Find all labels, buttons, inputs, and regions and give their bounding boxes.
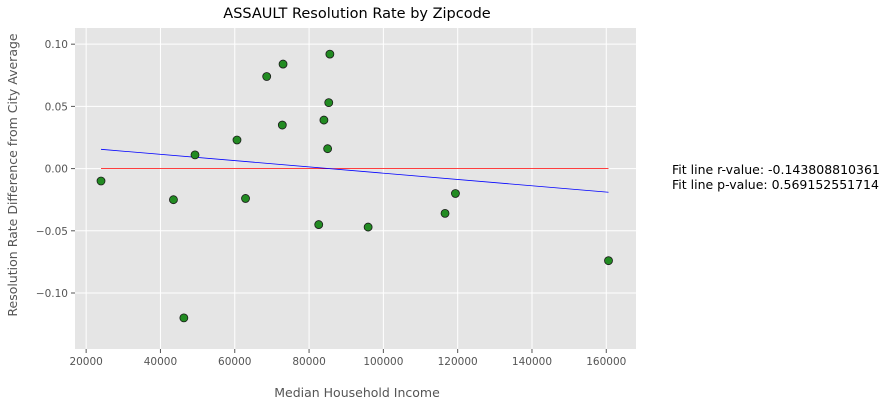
x-tick-label: 60000 [218,356,251,368]
fit-statistics: Fit line r-value: -0.143808810361 Fit li… [672,162,880,192]
scatter-point [363,222,373,232]
x-axis-label: Median Household Income [274,385,440,400]
data-points [96,49,613,323]
y-axis-label: Resolution Rate Difference from City Ave… [5,33,20,317]
x-tick-label: 140000 [512,356,552,368]
scatter-point [440,208,450,218]
x-tick-label: 160000 [586,356,626,368]
x-tick-label: 120000 [438,356,478,368]
y-tick-label: 0.05 [45,101,68,113]
scatter-point [241,194,250,203]
scatter-point [278,59,288,69]
scatter-point [324,98,334,108]
reference-lines [100,148,609,193]
scatter-point [451,189,460,198]
scatter-point [179,313,189,323]
x-tick-label: 80000 [292,356,325,368]
r-value-text: Fit line r-value: -0.143808810361 [672,162,880,177]
scatter-point [314,220,324,229]
y-tick-label: −0.10 [36,288,68,300]
x-tick-label: 40000 [144,356,177,368]
scatter-point [262,72,272,81]
y-tick-label: 0.00 [45,164,68,176]
chart-title: ASSAULT Resolution Rate by Zipcode [223,6,491,22]
scatter-point [169,195,178,205]
scatter-point [190,150,200,160]
scatter-point [604,256,613,266]
scatter-point [323,144,333,154]
x-tick-label: 20000 [69,356,102,368]
y-tick-labels: −0.10 −0.05 0.00 0.05 0.10 [36,39,75,300]
plot-area [75,28,636,349]
x-tick-label: 100000 [363,356,403,368]
scatter-point [232,135,242,145]
x-gridlines [85,28,607,349]
scatter-point [325,49,335,59]
scatter-point [96,176,106,186]
x-tick-labels: 20000 40000 60000 80000 100000 120000 140000 16… [69,349,626,368]
scatter-point [277,120,287,130]
p-value-text: Fit line p-value: 0.569152551714 [672,177,879,192]
y-tick-label: 0.10 [45,39,68,51]
fit-line [100,148,609,193]
scatter-point [319,115,329,125]
y-tick-label: −0.05 [36,226,68,238]
